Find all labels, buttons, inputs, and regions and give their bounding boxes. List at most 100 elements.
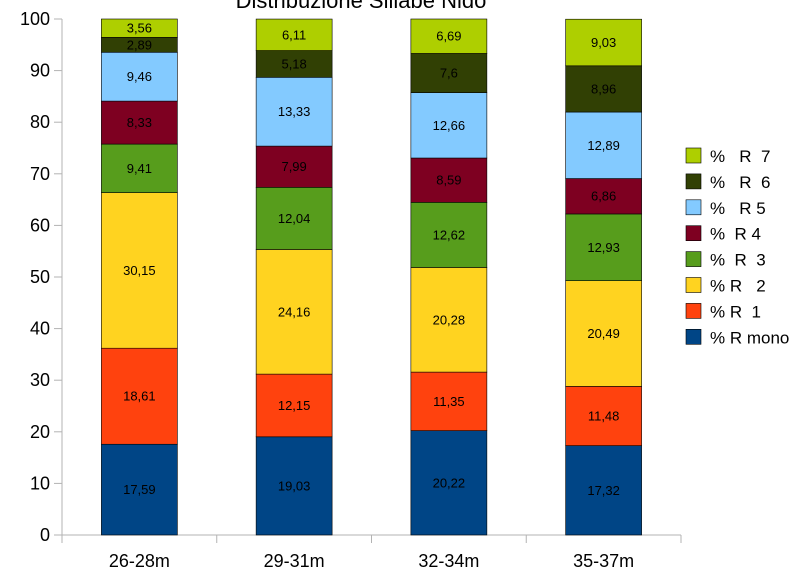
data-label: 11,48 bbox=[588, 409, 620, 424]
data-label: 20,28 bbox=[433, 312, 466, 327]
legend-item: % R 5 bbox=[685, 199, 766, 218]
bar-segment bbox=[255, 373, 333, 438]
bar-segment bbox=[101, 143, 178, 193]
bar-segment bbox=[410, 53, 488, 93]
y-tick-label: 20 bbox=[30, 422, 50, 442]
x-tick-label: 26-28m bbox=[109, 551, 170, 571]
bar-segment bbox=[410, 430, 488, 536]
legend-swatch bbox=[685, 251, 702, 267]
bar-segment bbox=[565, 178, 642, 215]
legend-label: % R 1 bbox=[710, 302, 761, 321]
chart-title: Distribuzione Sillabe Nido bbox=[236, 0, 487, 13]
y-tick-label: 100 bbox=[20, 9, 50, 29]
legend-label: % R 5 bbox=[710, 199, 766, 218]
bar-segment bbox=[255, 187, 333, 250]
bar-segment bbox=[565, 18, 642, 67]
legend-swatch bbox=[685, 173, 702, 190]
y-tick-label: 50 bbox=[30, 267, 50, 287]
x-tick-label: 32-34m bbox=[418, 551, 479, 571]
bar-segment bbox=[101, 18, 178, 38]
data-label: 6,69 bbox=[436, 29, 461, 44]
data-label: 8,96 bbox=[591, 81, 616, 96]
bar-segment bbox=[255, 18, 333, 51]
y-tick-label: 0 bbox=[40, 525, 50, 545]
data-label: 17,59 bbox=[123, 482, 156, 497]
data-label: 17,32 bbox=[587, 483, 620, 498]
legend-swatch bbox=[685, 303, 702, 319]
data-label: 3,56 bbox=[127, 21, 152, 36]
bar-segment bbox=[565, 280, 642, 387]
bar-stack: 17,32 11,48 20,49 12,93 6,86 12,89 8,96 9,03 bbox=[565, 18, 642, 536]
x-tick-label: 35-37m bbox=[573, 551, 634, 571]
bar-segment bbox=[101, 192, 178, 349]
legend-swatch bbox=[685, 225, 702, 241]
y-tick-label: 10 bbox=[30, 473, 50, 493]
bar-segment bbox=[101, 51, 178, 102]
bar-segment bbox=[101, 100, 178, 145]
y-tick-label: 60 bbox=[30, 215, 50, 235]
bar-segment bbox=[410, 267, 488, 373]
data-label: 9,03 bbox=[591, 35, 616, 50]
legend-label: % R 4 bbox=[710, 225, 761, 244]
legend-swatch bbox=[685, 199, 702, 216]
legend: % R 7 % R 6 % R 5 % R 4 % R 3 % R 2 % R 1 % R m… bbox=[685, 147, 789, 347]
bar-segment bbox=[255, 77, 333, 147]
legend-item: % R 3 bbox=[685, 251, 766, 270]
axes: 0 10 20 30 40 50 60 70 80 90 100 26-28m 29-31m 32-34m… bbox=[20, 9, 682, 571]
data-label: 7,99 bbox=[281, 159, 306, 174]
data-label: 12,15 bbox=[278, 398, 311, 413]
data-label: 30,15 bbox=[123, 263, 156, 278]
data-label: 20,22 bbox=[433, 475, 466, 490]
bar-segment bbox=[565, 65, 642, 113]
bar-segment bbox=[410, 157, 488, 203]
legend-item: % R 1 bbox=[685, 302, 761, 321]
bar-segment bbox=[255, 249, 333, 375]
data-label: 9,46 bbox=[127, 69, 152, 84]
x-tick-label: 29-31m bbox=[264, 551, 325, 571]
y-tick-label: 40 bbox=[30, 319, 50, 339]
data-label: 12,93 bbox=[587, 240, 620, 255]
data-label: 12,89 bbox=[587, 138, 620, 153]
bar-stack: 19,03 12,15 24,16 12,04 7,99 13,33 5,18 6,11 bbox=[255, 18, 333, 536]
y-tick-label: 70 bbox=[30, 164, 50, 184]
data-label: 9,41 bbox=[127, 161, 152, 176]
data-label: 19,03 bbox=[278, 478, 311, 493]
bar-segment bbox=[255, 436, 333, 536]
bar-segment bbox=[101, 443, 178, 536]
y-tick-label: 80 bbox=[30, 112, 50, 132]
legend-item: % R 7 bbox=[685, 147, 770, 166]
bar-stack: 20,22 11,35 20,28 12,62 8,59 12,66 7,6 6,69 bbox=[410, 18, 488, 536]
data-label: 6,86 bbox=[591, 189, 616, 204]
legend-swatch bbox=[685, 328, 702, 345]
data-label: 5,18 bbox=[281, 56, 306, 71]
legend-label: % R 6 bbox=[710, 173, 770, 192]
bar-segment bbox=[101, 347, 178, 445]
legend-item: % R mono bbox=[685, 328, 789, 347]
bar-segment bbox=[565, 213, 642, 281]
legend-item: % R 2 bbox=[685, 277, 766, 296]
data-label: 12,62 bbox=[433, 227, 466, 242]
data-label: 24,16 bbox=[278, 304, 311, 319]
y-tick-label: 30 bbox=[30, 370, 50, 390]
bar-segment bbox=[410, 371, 488, 431]
legend-swatch bbox=[685, 147, 702, 164]
bar-segment bbox=[410, 18, 488, 54]
bar-segment bbox=[255, 50, 333, 78]
data-label: 13,33 bbox=[278, 104, 311, 119]
bars: 17,59 18,61 30,15 9,41 8,33 9,46 2,893,56 19,03… bbox=[101, 18, 642, 536]
legend-label: % R 7 bbox=[710, 147, 770, 166]
bar-segment bbox=[565, 445, 642, 536]
legend-label: % R 3 bbox=[710, 251, 766, 270]
data-label: 2,89 bbox=[127, 37, 152, 52]
data-label: 18,61 bbox=[123, 389, 156, 404]
data-label: 20,49 bbox=[587, 326, 620, 341]
data-label: 7,6 bbox=[440, 66, 458, 81]
data-label: 8,33 bbox=[127, 115, 152, 130]
data-label: 6,11 bbox=[282, 27, 306, 42]
data-label: 11,35 bbox=[433, 394, 465, 409]
legend-label: % R 2 bbox=[710, 277, 766, 296]
data-label: 12,66 bbox=[433, 118, 466, 133]
y-tick-label: 90 bbox=[30, 61, 50, 81]
bar-segment bbox=[410, 202, 488, 268]
